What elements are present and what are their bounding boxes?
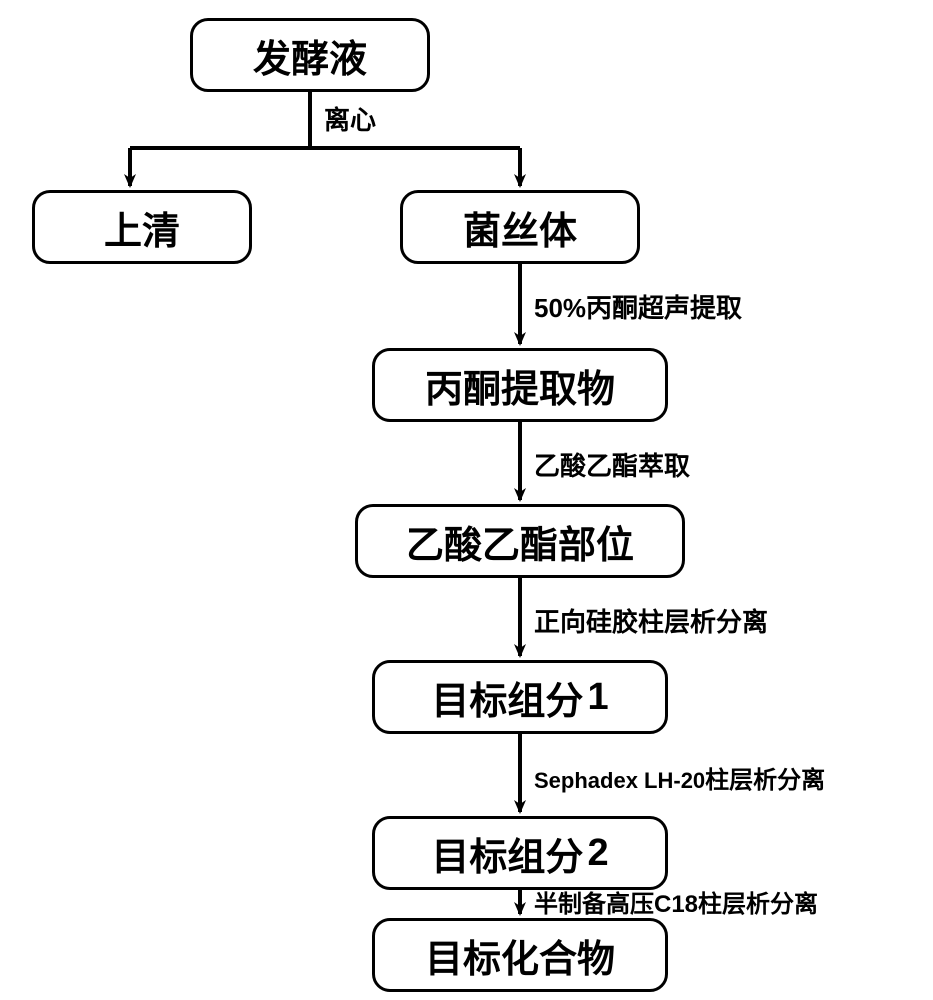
edge-label-centrifuge: 离心 [324, 100, 376, 137]
edge-label-acetone-extract: 50%丙酮超声提取 [534, 288, 742, 325]
edge-label-lat: Sephadex LH-20 [534, 768, 705, 793]
node-ea-fraction: 乙酸乙酯部位 [355, 504, 685, 578]
edge-label-sephadex: Sephadex LH-20柱层析分离 [534, 760, 825, 795]
node-label: 菌丝体 [463, 200, 577, 255]
edge-label-ea-extract: 乙酸乙酯萃取 [534, 446, 690, 483]
node-label: 上清 [104, 200, 180, 255]
node-number: 1 [587, 676, 608, 719]
edge-label-lat: C18 [654, 891, 698, 918]
node-acetone-extract: 丙酮提取物 [372, 348, 668, 422]
node-fraction-2: 目标组分 2 [372, 816, 668, 890]
node-label: 乙酸乙酯部位 [406, 514, 634, 569]
edge-label-silica: 正向硅胶柱层析分离 [534, 602, 768, 639]
edge-label-semiprep: 半制备高压C18柱层析分离 [534, 884, 818, 919]
node-fraction-1: 目标组分 1 [372, 660, 668, 734]
node-target-compound: 目标化合物 [372, 918, 668, 992]
node-label: 目标组分 [431, 826, 583, 881]
node-number: 2 [587, 832, 608, 875]
node-supernatant: 上清 [32, 190, 252, 264]
node-label: 目标组分 [431, 670, 583, 725]
node-label: 目标化合物 [425, 928, 615, 983]
node-label: 丙酮提取物 [425, 358, 615, 413]
node-mycelium: 菌丝体 [400, 190, 640, 264]
edge-label-zh-2: 柱层析分离 [698, 891, 818, 918]
node-fermentation: 发酵液 [190, 18, 430, 92]
edge-label-zh: 柱层析分离 [705, 767, 825, 794]
node-label: 发酵液 [253, 28, 367, 83]
edge-label-prefix: 50% [534, 293, 586, 323]
edge-label-zh: 丙酮超声提取 [586, 293, 742, 323]
edge-label-zh-1: 半制备高压 [534, 891, 654, 918]
